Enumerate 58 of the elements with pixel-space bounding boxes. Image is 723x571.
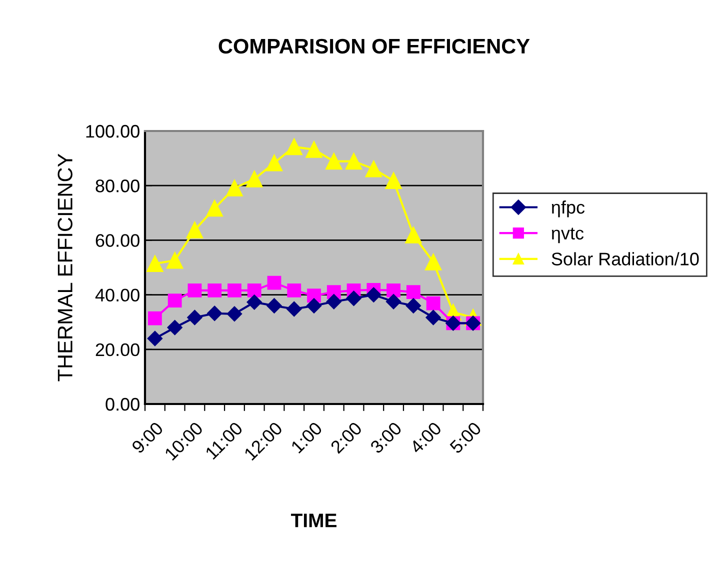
point	[366, 287, 382, 302]
point	[206, 200, 223, 217]
point	[406, 298, 421, 314]
point	[286, 138, 302, 156]
y-tick-label: 80.00	[96, 180, 140, 192]
y-tick-label: 20.00	[96, 343, 140, 356]
point	[306, 298, 322, 314]
point	[188, 283, 202, 298]
point	[187, 310, 202, 326]
point	[186, 222, 204, 238]
point	[247, 283, 262, 298]
legend-label: ηvtc	[552, 228, 584, 244]
point	[385, 172, 402, 190]
point	[386, 283, 400, 298]
x-tick-label: 1:00	[290, 421, 323, 454]
point	[345, 152, 362, 170]
point	[246, 170, 263, 188]
point	[346, 290, 362, 306]
point	[226, 180, 243, 196]
point	[166, 252, 184, 269]
x-tick-label: 9:00	[131, 421, 164, 454]
y-tick-label: 60.00	[96, 234, 140, 247]
x-axis-title: TIME	[290, 514, 336, 528]
point	[326, 152, 342, 170]
point	[266, 154, 283, 172]
point	[286, 301, 302, 317]
point	[146, 255, 164, 272]
point	[168, 294, 182, 308]
point	[406, 285, 420, 300]
point	[365, 160, 382, 178]
point	[326, 294, 342, 310]
legend-label: Solar Radiation/10	[552, 252, 699, 266]
y-tick-label: 40.00	[95, 288, 140, 302]
point	[287, 283, 302, 298]
x-tick-label: 4:00	[409, 421, 442, 454]
point	[208, 283, 222, 298]
point	[267, 276, 282, 290]
point	[147, 330, 163, 346]
point	[306, 141, 322, 158]
y-tick-label: 0.00	[106, 398, 140, 411]
y-tick-label: 100.00	[86, 124, 140, 138]
point	[226, 306, 242, 322]
point	[167, 320, 182, 336]
point	[405, 226, 422, 244]
chart-title: COMPARISION OF EFFICIENCY	[218, 38, 530, 54]
point	[148, 311, 162, 326]
y-axis-title: THERMAL EFFICIENCY	[58, 154, 72, 382]
point	[426, 296, 440, 310]
legend-label: ηfpc	[552, 200, 585, 218]
point	[426, 310, 441, 326]
point	[228, 283, 242, 298]
point	[207, 306, 222, 321]
point	[424, 254, 442, 270]
point	[266, 298, 282, 314]
x-tick-label: 3:00	[370, 421, 402, 454]
point	[386, 294, 402, 310]
x-tick-label: 5:00	[449, 421, 482, 454]
point	[246, 294, 262, 310]
